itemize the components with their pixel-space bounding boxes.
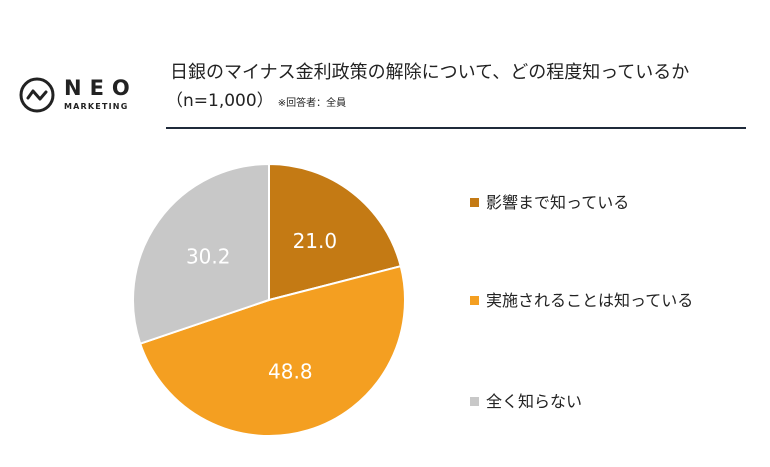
logo-subtext: MARKETING (64, 102, 129, 111)
legend-swatch (470, 296, 479, 305)
pie-slice (138, 264, 406, 437)
slice-value-label: 48.8 (268, 360, 313, 384)
respondent-note: ※回答者：全員 (277, 98, 347, 109)
legend-swatch (470, 397, 479, 406)
slice-value-label: 21.0 (293, 229, 338, 253)
chart-title: 日銀のマイナス金利政策の解除について、どの程度知っているか (170, 62, 690, 83)
pie-slice (132, 162, 270, 345)
pie-slice (268, 162, 402, 302)
legend-swatch (470, 198, 479, 207)
header-divider (166, 127, 746, 129)
logo-text: NEO (64, 76, 138, 100)
chart-subtitle: （n=1,000） ※回答者：全員 (166, 90, 346, 115)
slice-value-label: 30.2 (186, 244, 231, 268)
legend-label: 全く知らない (486, 392, 583, 411)
logo-circle-icon (19, 77, 55, 113)
legend-label: 実施されることは知っている (486, 291, 694, 310)
legend-label: 影響まで知っている (486, 193, 630, 212)
sample-size: （n=1,000） (166, 91, 274, 111)
neo-marketing-logo: NEO MARKETING (18, 76, 148, 116)
